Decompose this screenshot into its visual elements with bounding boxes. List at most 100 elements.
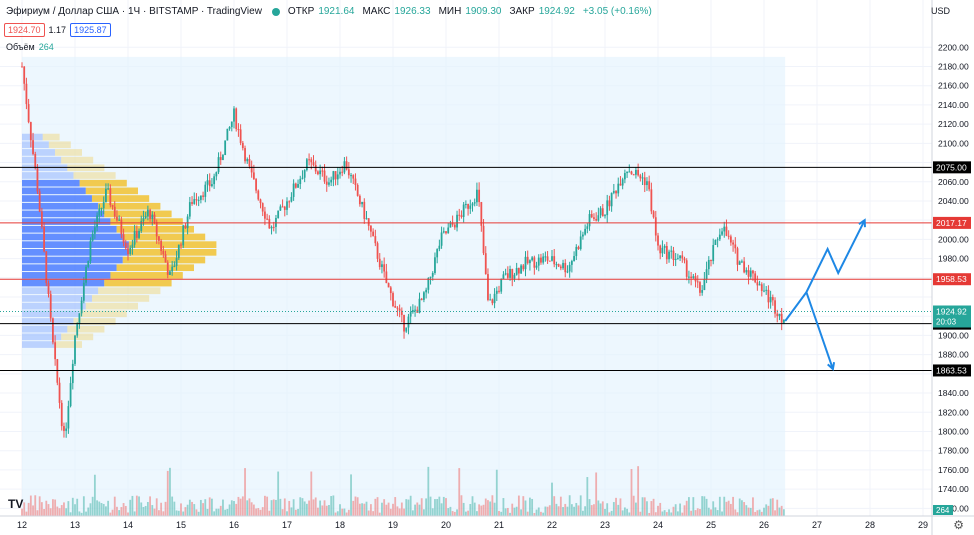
volume-bar (710, 509, 712, 516)
candle-body (699, 282, 701, 293)
volume-bar (177, 510, 180, 516)
candle-body (654, 217, 657, 236)
volume-legend[interactable]: Объём 264 (6, 42, 54, 52)
candle-body (617, 183, 620, 194)
candle-body (93, 227, 96, 234)
candle-body (453, 224, 456, 228)
volume-bar (107, 500, 110, 516)
price-tick-label: 2180.00 (938, 61, 969, 71)
candle-body (339, 171, 341, 175)
profile-bar-buy (22, 325, 68, 333)
candle-body (548, 260, 551, 262)
volume-bar (312, 499, 315, 516)
volume-bar (354, 496, 357, 516)
candle-body (195, 199, 198, 201)
volume-bar (191, 501, 193, 516)
candle-body (60, 402, 63, 427)
candle-body (367, 218, 370, 226)
candle-body (665, 246, 668, 260)
candle-body (45, 251, 48, 284)
candle-body (281, 206, 284, 208)
volume-bar (628, 512, 631, 516)
candle-body (180, 244, 182, 246)
candle-body (173, 265, 176, 267)
volume-bar (264, 495, 266, 516)
candle-body (235, 108, 238, 130)
volume-bar (566, 506, 569, 516)
volume-bar (515, 506, 518, 516)
price-tick-label: 1760.00 (938, 465, 969, 475)
candle-body (529, 260, 531, 264)
volume-bar (635, 502, 637, 516)
candle-body (451, 223, 454, 225)
profile-bar-buy (22, 341, 55, 348)
candle-body (418, 298, 421, 313)
volume-bar (663, 510, 666, 516)
volume-bar (93, 474, 96, 516)
candle-body (317, 171, 319, 175)
candle-body (111, 204, 114, 207)
candle-body (714, 240, 717, 245)
volume-bar (557, 506, 560, 516)
candle-body (414, 309, 416, 311)
volume-bar (80, 512, 83, 516)
volume-bar (356, 497, 359, 516)
candle-body (480, 202, 483, 226)
currency-label[interactable]: USD (930, 6, 950, 16)
buy-price-button[interactable]: 1925.87 (70, 23, 111, 37)
volume-bar (321, 505, 324, 516)
volume-bar (206, 508, 209, 516)
volume-bar (551, 482, 553, 516)
volume-bar (646, 501, 648, 516)
volume-bar (553, 496, 556, 516)
arrowhead-down (827, 361, 836, 372)
candle-body (71, 363, 74, 384)
volume-bar (729, 503, 732, 516)
symbol-title[interactable]: Эфириум / Доллар США · 1Ч · BITSTAMP · T… (6, 6, 262, 17)
volume-bar (361, 503, 363, 516)
volume-bar (782, 509, 785, 516)
level-label: 1863.53 (936, 365, 967, 375)
candle-body (113, 206, 116, 217)
volume-bar (60, 505, 63, 516)
profile-bar-sell (128, 248, 217, 256)
candle-body (423, 292, 425, 300)
volume-bar (502, 498, 505, 516)
profile-bar-buy (22, 133, 43, 141)
candle-body (537, 257, 540, 266)
candle-body (332, 171, 335, 180)
trade-buttons: 1924.70 1.17 1925.87 (4, 23, 111, 37)
profile-bar-sell (116, 264, 194, 272)
candle-body (52, 318, 54, 343)
candle-body (394, 305, 397, 308)
candle-body (641, 177, 644, 179)
candle-body (599, 208, 602, 216)
volume-bar (626, 508, 628, 516)
candle-body (734, 244, 737, 249)
volume-bar (559, 496, 562, 516)
gear-icon[interactable]: ⚙ (953, 518, 964, 532)
tradingview-logo-icon[interactable]: TV (8, 497, 24, 511)
volume-bar (601, 501, 604, 516)
candle-body (365, 218, 368, 220)
profile-bar-buy (22, 287, 99, 295)
volume-bar (36, 510, 39, 516)
candle-body (445, 231, 447, 234)
candle-body (120, 219, 123, 235)
candle-body (80, 300, 83, 314)
sell-price-button[interactable]: 1924.70 (4, 23, 45, 37)
volume-bar (270, 500, 273, 516)
profile-bar-sell (122, 256, 206, 264)
time-tick-label: 21 (494, 520, 504, 530)
candle-body (171, 266, 174, 272)
volume-bar (100, 503, 103, 516)
candle-body (160, 240, 163, 251)
candle-body (67, 406, 70, 429)
profile-bar-sell (42, 133, 60, 141)
candle-body (590, 214, 593, 218)
candle-body (575, 246, 578, 257)
volume-bar (588, 499, 591, 516)
volume-bar (385, 504, 388, 516)
candle-body (89, 240, 92, 262)
